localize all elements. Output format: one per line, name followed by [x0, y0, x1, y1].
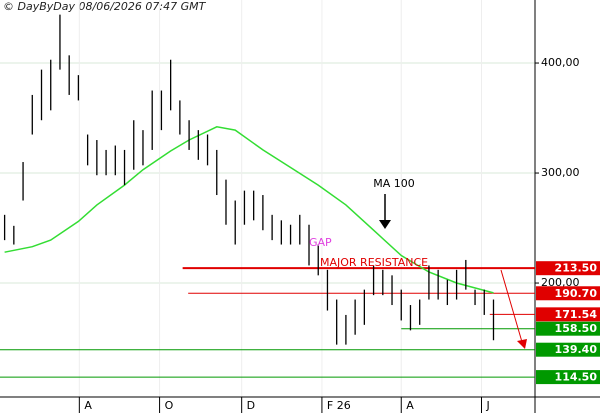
x-tick-label: J	[486, 399, 490, 412]
chart-title: © DayByDay 08/06/2026 07:47 GMT	[3, 0, 207, 13]
y-tick-label: 300,00	[541, 166, 580, 179]
level-box	[536, 321, 600, 336]
level-box	[536, 286, 600, 301]
level-box	[536, 261, 600, 276]
x-tick-label: A	[406, 399, 414, 412]
ma-arrowhead	[379, 220, 391, 229]
level-label: 139.40	[555, 343, 598, 356]
target-arrowhead	[517, 339, 527, 349]
resistance-annotation: MAJOR RESISTANCE	[320, 256, 428, 269]
y-tick-label: 200,00	[541, 276, 580, 289]
level-label: 213.50	[555, 262, 598, 275]
x-tick-label: F 26	[327, 399, 351, 412]
x-tick-label: A	[84, 399, 92, 412]
target-arrow	[500, 269, 523, 343]
ma-annotation: MA 100	[373, 177, 415, 190]
level-box	[536, 342, 600, 357]
x-tick-label: D	[247, 399, 255, 412]
y-tick-label: 400,00	[541, 56, 580, 69]
level-label: 171.54	[555, 308, 598, 321]
level-label: 190.70	[555, 287, 598, 300]
ma-line	[4, 126, 494, 294]
level-label: 158.50	[555, 322, 598, 335]
level-box	[536, 370, 600, 385]
x-tick-label: O	[165, 399, 174, 412]
gap-annotation: GAP	[309, 236, 332, 249]
level-box	[536, 307, 600, 322]
level-label: 114.50	[555, 371, 598, 384]
